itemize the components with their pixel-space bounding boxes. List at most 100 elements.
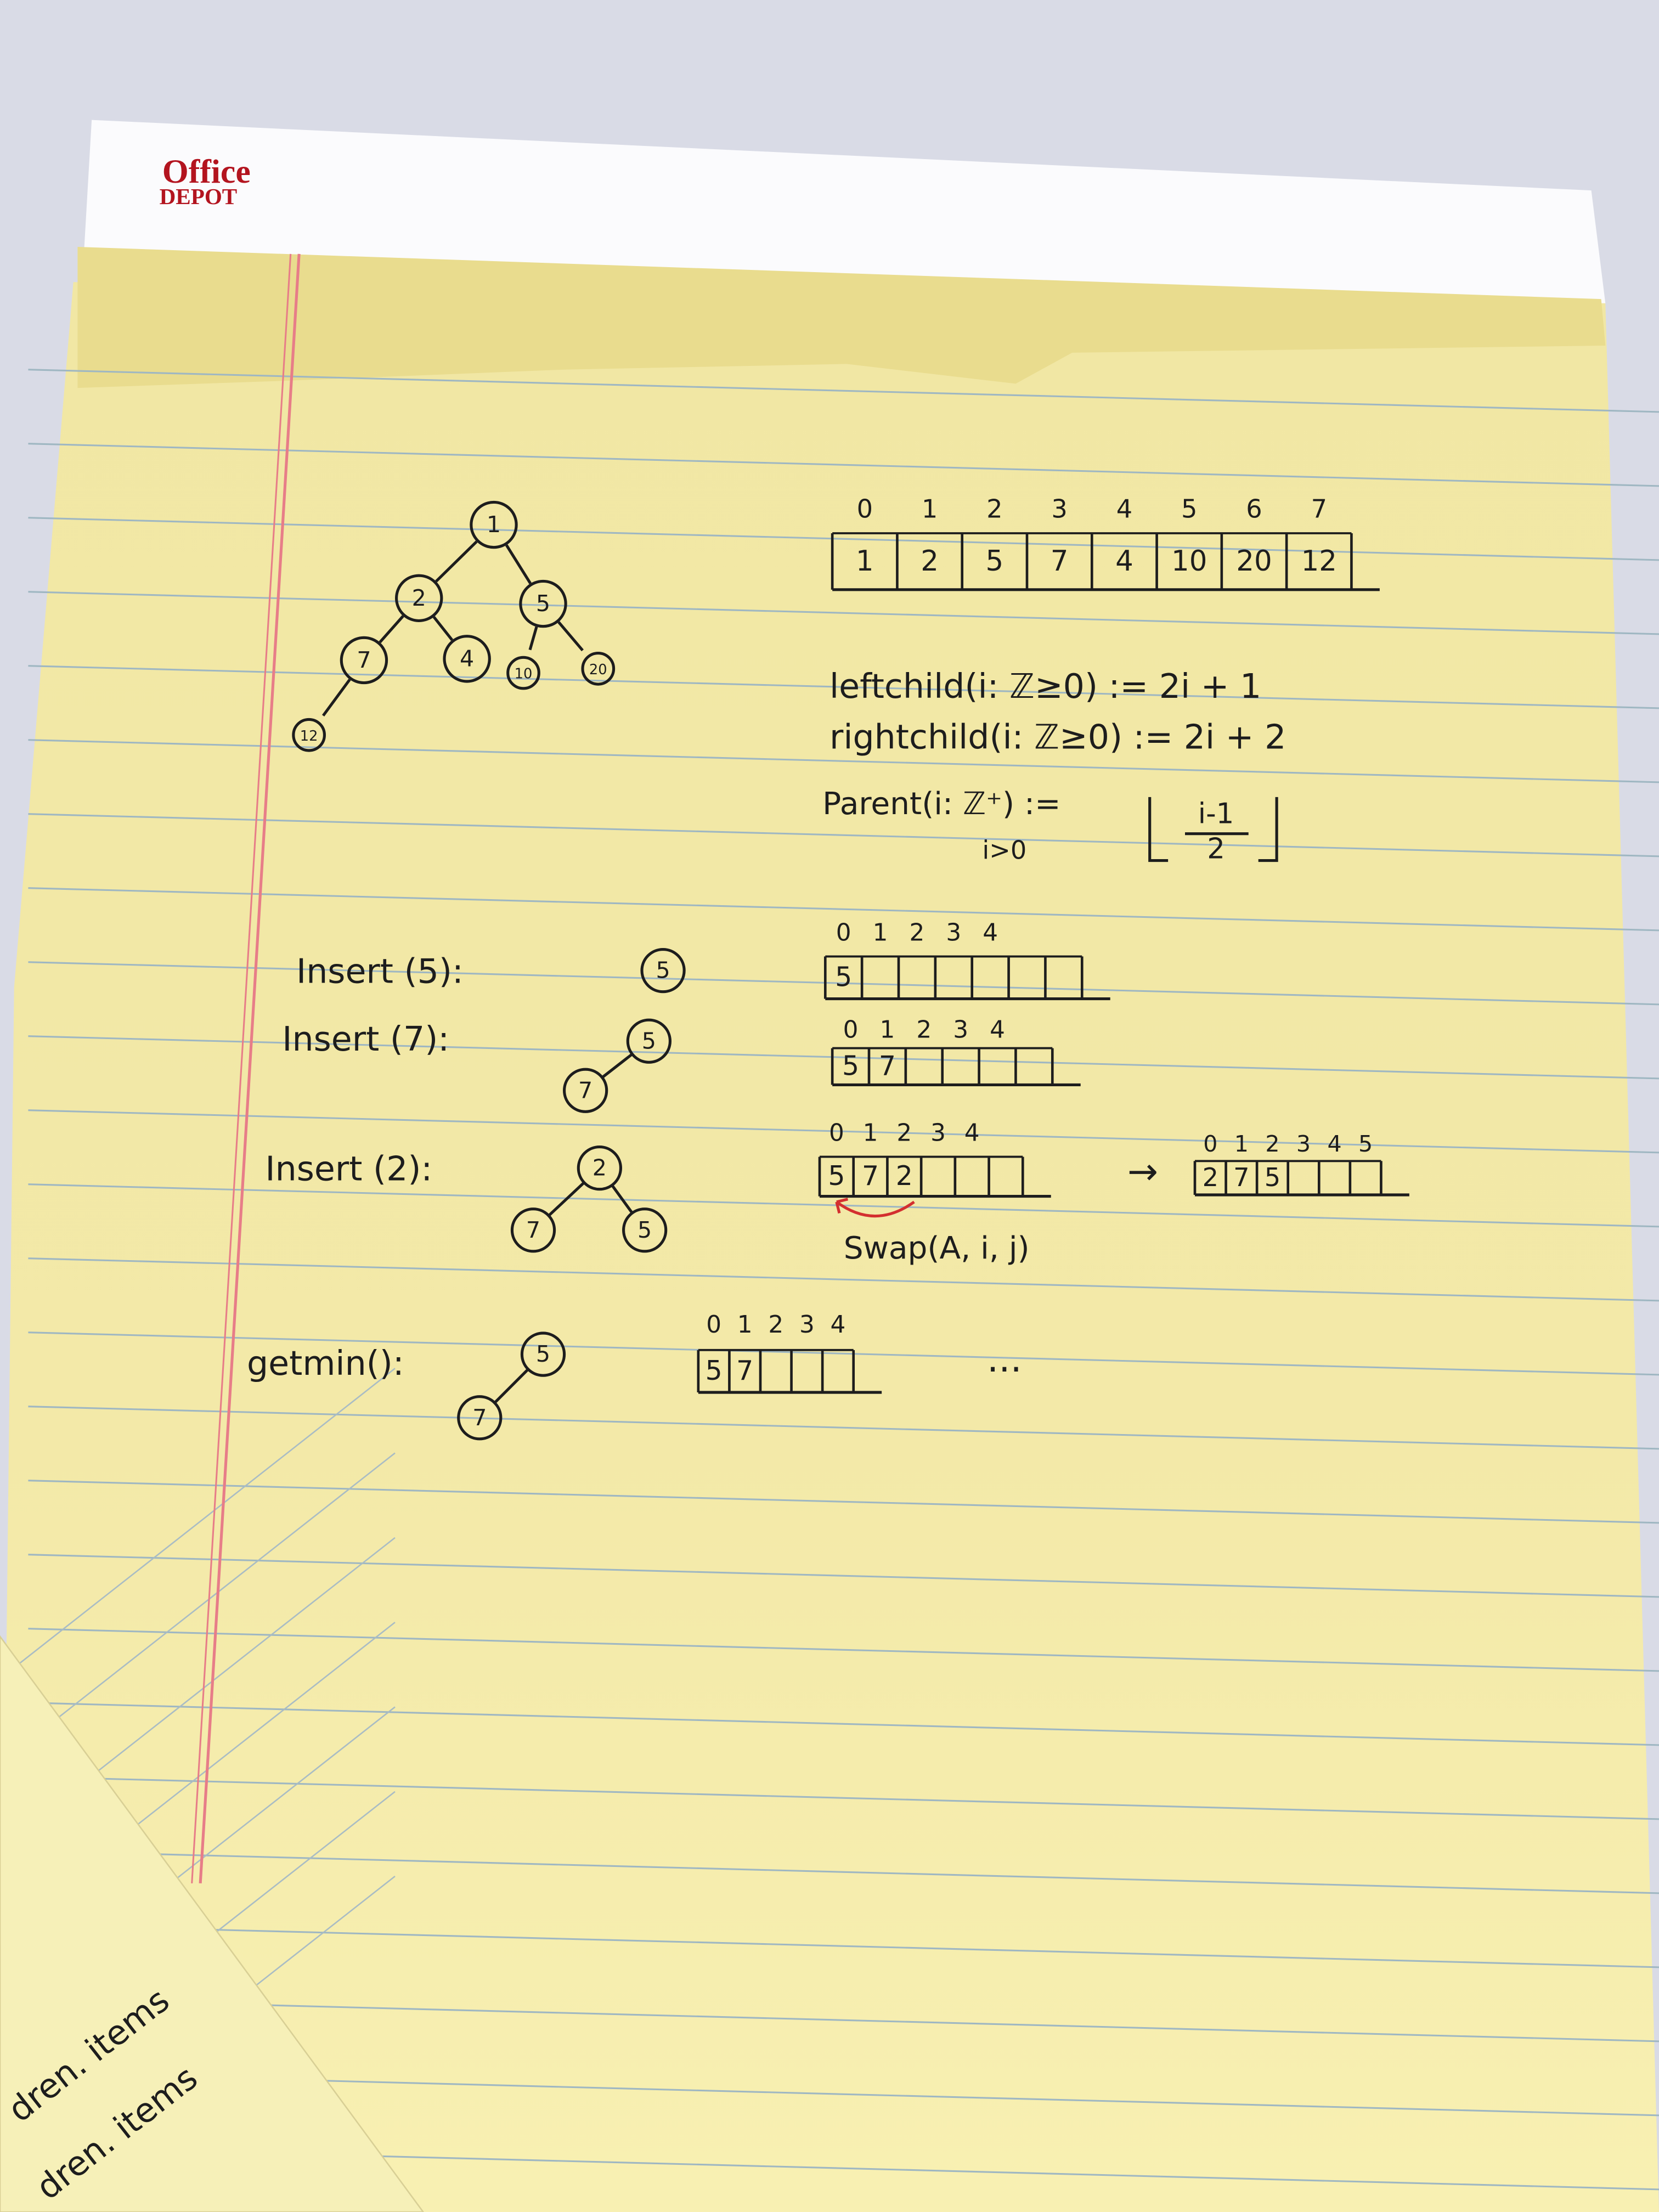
node-label: 7 — [472, 1404, 487, 1431]
ruled-line — [28, 1628, 1659, 1672]
array-index: 3 — [1296, 1131, 1311, 1157]
torn-edge — [77, 247, 1606, 388]
array-cell: 1 — [856, 545, 874, 578]
ruled-line — [28, 1554, 1659, 1598]
tree-node — [510, 1207, 556, 1253]
array-cell: 5 — [985, 545, 1003, 578]
swap-arrow — [835, 1198, 915, 1217]
ruled-line — [28, 1406, 1659, 1450]
array-index: 1 — [1234, 1131, 1249, 1157]
ruled-line — [28, 517, 1659, 561]
array-index: 4 — [964, 1119, 980, 1147]
array-index: 0 — [706, 1311, 721, 1339]
array-cell: 7 — [862, 1160, 879, 1192]
ruled-line — [28, 1331, 1659, 1376]
formula: rightchild(i: ℤ≥0) := 2i + 2 — [830, 718, 1286, 757]
tree-edge — [528, 626, 538, 651]
tree-node — [626, 1018, 672, 1064]
array-index: 2 — [768, 1311, 783, 1339]
tree-node — [340, 636, 388, 685]
array-index: 5 — [1358, 1131, 1373, 1157]
array-index: 0 — [836, 918, 851, 946]
node-label: 20 — [589, 662, 607, 678]
array-index: 4 — [990, 1016, 1005, 1044]
array-index: 4 — [831, 1311, 846, 1339]
ruled-line — [28, 813, 1659, 857]
node-label: 5 — [536, 590, 550, 617]
ruled-line — [28, 887, 1659, 932]
array-index: 1 — [922, 494, 938, 523]
node-label: 2 — [412, 585, 426, 611]
ruled-line — [28, 665, 1659, 709]
array-index: 0 — [829, 1119, 844, 1147]
ruled-line — [28, 1924, 1659, 1968]
tree-edge — [432, 616, 454, 641]
node-label: 7 — [357, 647, 371, 673]
step-label: Insert (5): — [296, 951, 464, 991]
array-index: 1 — [873, 918, 888, 946]
ruled-lines — [0, 369, 1659, 2191]
node-label: 2 — [592, 1155, 607, 1181]
ruled-line — [28, 1109, 1659, 1154]
tree-node — [563, 1068, 608, 1113]
array-index: 0 — [843, 1016, 859, 1044]
tree-node — [581, 652, 616, 686]
formula: Parent(i: ℤ⁺) := — [822, 786, 1060, 822]
node-label: 5 — [637, 1217, 652, 1243]
ruled-line — [28, 961, 1659, 1006]
tree-edge — [548, 1181, 585, 1217]
array-cell: 12 — [1301, 545, 1337, 578]
ruled-line — [28, 1035, 1659, 1080]
array-cell: 2 — [1203, 1163, 1218, 1192]
tree-edge — [611, 1184, 634, 1214]
array-index: 6 — [1246, 494, 1262, 523]
tree-node — [519, 579, 567, 628]
array-cell: 7 — [736, 1355, 753, 1386]
array-cell: 4 — [1115, 545, 1133, 578]
array-index: 3 — [946, 918, 961, 946]
array-cell: 5 — [835, 962, 852, 993]
array-index: 0 — [857, 494, 873, 523]
array-index: 7 — [1311, 494, 1327, 523]
array-index: 3 — [799, 1311, 815, 1339]
ruled-line — [28, 1257, 1659, 1302]
array-cell: 5 — [706, 1355, 723, 1386]
tree-edge — [505, 544, 532, 584]
ruled-line — [28, 591, 1659, 635]
array-index: 5 — [1181, 494, 1197, 523]
array-index: 3 — [930, 1119, 946, 1147]
formula-denominator: 2 — [1207, 833, 1225, 866]
array-index: 2 — [896, 1119, 912, 1147]
array-cell: 7 — [879, 1051, 896, 1082]
tree-node — [640, 948, 686, 994]
tree-node — [577, 1146, 622, 1191]
formula-condition: i>0 — [982, 836, 1026, 865]
node-label: 12 — [300, 728, 318, 744]
formula-numerator: i-1 — [1198, 797, 1234, 830]
step-label: getmin(): — [247, 1344, 404, 1383]
node-label: 7 — [578, 1077, 592, 1103]
array-cell: 2 — [921, 545, 939, 578]
array-cell: 2 — [896, 1160, 913, 1192]
tree-edge — [435, 540, 478, 583]
array-cell: 5 — [842, 1051, 859, 1082]
paper — [0, 282, 1659, 2212]
node-label: 4 — [460, 645, 474, 672]
tree-node — [506, 656, 540, 690]
tree-node — [395, 574, 443, 623]
tree-edge — [379, 615, 404, 644]
ruled-line — [28, 1702, 1659, 1746]
node-label: 10 — [515, 666, 533, 682]
step-arrow: → — [1127, 1150, 1158, 1193]
array-index: 2 — [910, 918, 925, 946]
tree-node — [622, 1207, 668, 1253]
ruled-line — [28, 1850, 1659, 1894]
array-index: 2 — [1265, 1131, 1279, 1157]
node-label: 5 — [536, 1341, 550, 1367]
array-index: 1 — [863, 1119, 878, 1147]
ruled-line — [28, 1480, 1659, 1524]
